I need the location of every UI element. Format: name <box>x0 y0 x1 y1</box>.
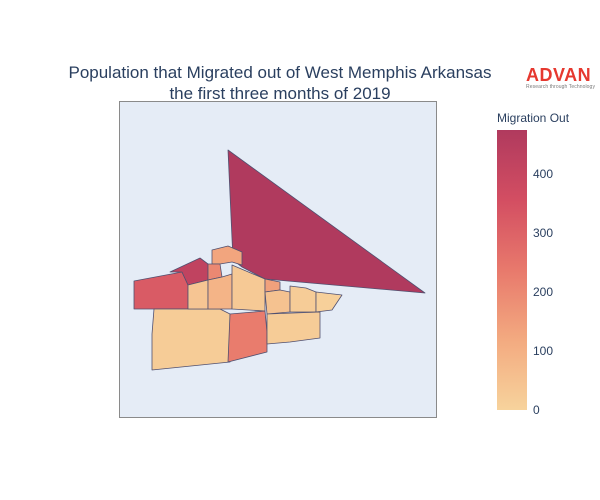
region-south-mid[interactable] <box>266 311 321 345</box>
choropleth-map[interactable] <box>120 102 438 419</box>
colorbar-title: Migration Out <box>497 111 570 125</box>
colorbar-tick-label: 0 <box>533 403 540 417</box>
logo-word: ADVAN <box>526 65 592 85</box>
region-mid-2[interactable] <box>207 273 233 310</box>
colorbar-tick-label: 100 <box>533 344 554 359</box>
region-central-south[interactable] <box>227 310 268 363</box>
region-mid[interactable] <box>187 279 209 310</box>
logo-tagline: Research through Technology <box>526 84 596 90</box>
region-large-northeast[interactable] <box>227 149 426 294</box>
region-east-2[interactable] <box>289 285 317 313</box>
map-area[interactable] <box>119 101 437 418</box>
region-east-3[interactable] <box>315 291 343 313</box>
colorbar-tick-label: 400 <box>533 167 554 182</box>
region-west[interactable] <box>133 271 189 310</box>
colorbar-tick-label: 200 <box>533 285 554 300</box>
advan-logo: ADVAN Research through Technology <box>526 66 596 90</box>
chart-title-line1: Population that Migrated out of West Mem… <box>68 63 492 82</box>
colorbar <box>497 130 527 410</box>
region-east-1[interactable] <box>264 289 291 315</box>
colorbar-tick-label: 300 <box>533 226 554 241</box>
region-center-block[interactable] <box>231 264 266 312</box>
chart-title: Population that Migrated out of West Mem… <box>20 62 540 104</box>
chart-title-line2: the first three months of 2019 <box>169 84 391 103</box>
region-sw[interactable] <box>151 308 231 371</box>
